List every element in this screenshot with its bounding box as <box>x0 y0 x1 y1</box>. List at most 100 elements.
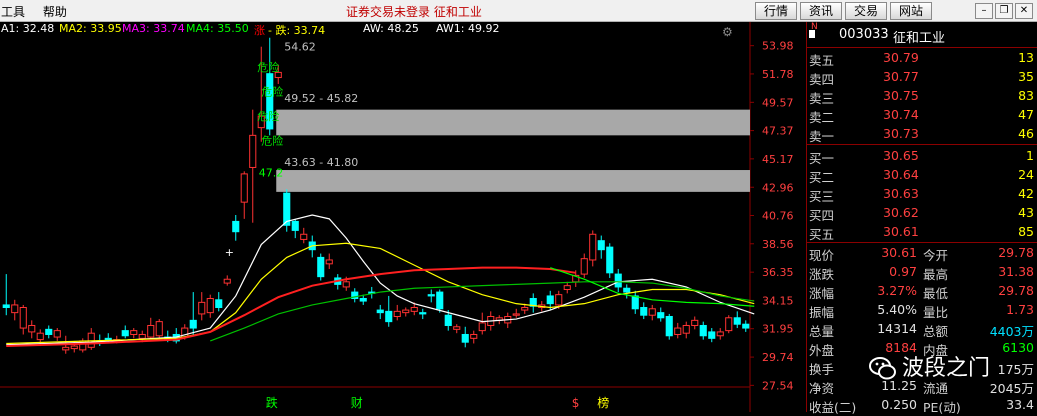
indicator-aw: AW: 48.25 <box>363 22 419 35</box>
y-tick-label: 29.74 <box>762 351 794 364</box>
stock-name: 征和工业 <box>893 31 946 46</box>
indicator-fall: - 跌: 33.74 <box>268 24 326 37</box>
quote-row: 卖四 30.77 35 <box>807 69 1037 88</box>
stat-value: 0.250 <box>881 397 917 412</box>
candle-body <box>19 307 27 329</box>
candle-body <box>555 294 563 306</box>
candle-body <box>682 324 690 334</box>
event-marker: 榜 <box>597 395 609 410</box>
sell-price: 30.73 <box>883 126 919 141</box>
candle-body <box>266 73 274 130</box>
candle-body <box>708 331 716 339</box>
indicator-ma3: MA3: 33.74 <box>122 22 185 35</box>
candle-body <box>291 220 299 231</box>
menu-help[interactable]: 帮助 <box>42 5 67 19</box>
price-annotation: + <box>225 246 234 259</box>
quote-row: 换手 175万 <box>807 359 1037 378</box>
indicator-a1: A1: 32.48 <box>1 22 55 35</box>
buy-level-label: 买三 <box>809 189 835 204</box>
moving-average-line <box>210 281 755 342</box>
candle-body <box>283 192 291 226</box>
candle-body <box>402 309 410 314</box>
buy-level-label: 买四 <box>809 208 835 223</box>
stat-value: 0.97 <box>889 264 917 279</box>
candle-body <box>385 310 393 323</box>
stat-value: 4403万 <box>989 324 1034 339</box>
candle-body <box>70 345 78 350</box>
stat-label: 现价 <box>809 248 835 263</box>
candle-body <box>419 312 427 315</box>
close-icon[interactable]: ✕ <box>1015 3 1033 19</box>
stat-label: 净资 <box>809 381 835 396</box>
buy-level-label: 买一 <box>809 151 835 166</box>
sell-level-label: 卖五 <box>809 53 835 68</box>
candle-body <box>614 273 622 288</box>
stat-label: PE(动) <box>923 400 961 415</box>
candle-body <box>606 246 614 274</box>
minimize-icon[interactable]: – <box>975 3 993 19</box>
stat-label: 振幅 <box>809 305 835 320</box>
divider <box>807 242 1037 243</box>
candle-body <box>317 256 325 278</box>
quote-row: 卖三 30.75 83 <box>807 88 1037 107</box>
y-tick-label: 42.96 <box>762 181 794 194</box>
candle-body <box>691 319 699 326</box>
restore-icon[interactable]: ❐ <box>995 3 1013 19</box>
indicator-aw1: AW1: 49.92 <box>436 22 500 35</box>
stat-label: 换手 <box>809 362 835 377</box>
buy-volume: 43 <box>1018 205 1034 220</box>
quote-row: 卖五 30.79 13 <box>807 50 1037 69</box>
indicator-ma2: MA2: 33.95 <box>59 22 122 35</box>
news-button[interactable]: 资讯 <box>800 2 842 20</box>
kline-chart[interactable]: 53.98 51.78 49.57 47.37 45.17 42.96 40.76 38.56… <box>0 22 806 412</box>
quote-row: 买五 30.61 85 <box>807 224 1037 243</box>
buy-volume: 85 <box>1018 224 1034 239</box>
candle-body <box>2 304 10 308</box>
price-annotation: 47.2 <box>259 166 284 179</box>
new-stock-badge: N <box>811 22 818 32</box>
stat-label: 最高 <box>923 267 949 282</box>
moving-average-line <box>6 242 755 345</box>
stat-label: 总额 <box>923 324 949 339</box>
indicator-ma4: MA4: 35.50 <box>186 22 249 35</box>
candle-body <box>657 312 665 319</box>
price-annotation: 54.62 <box>284 41 316 54</box>
settings-icon: ⚙ <box>722 25 733 39</box>
candle-body <box>674 327 682 335</box>
candle-body <box>376 309 384 314</box>
divider <box>807 47 1037 48</box>
quote-row: 现价 30.61 今开 29.78 <box>807 245 1037 264</box>
candle-body <box>665 315 673 337</box>
candle-body <box>699 324 707 337</box>
stat-value: 30.61 <box>881 245 917 260</box>
menu-tools[interactable]: 工具 <box>1 5 26 19</box>
buy-price: 30.64 <box>883 167 919 182</box>
quotes-button[interactable]: 行情 <box>755 2 797 20</box>
candle-body <box>733 317 741 325</box>
sell-volume: 35 <box>1018 69 1034 84</box>
wechat-icon <box>869 357 896 380</box>
candle-body <box>53 330 61 338</box>
candle-body <box>274 71 282 79</box>
signal-tag: 危险 <box>257 109 279 123</box>
y-tick-label: 34.15 <box>762 294 794 307</box>
stat-label: 收益(二) <box>809 400 857 415</box>
stat-value: 31.38 <box>998 264 1034 279</box>
candle-body <box>742 323 750 329</box>
stat-label: 总量 <box>809 324 835 339</box>
candle-body <box>529 298 537 307</box>
website-button[interactable]: 网站 <box>890 2 932 20</box>
stat-label: 涨幅 <box>809 286 835 301</box>
candle-body <box>716 331 724 337</box>
trade-button[interactable]: 交易 <box>845 2 887 20</box>
buy-price: 30.63 <box>883 186 919 201</box>
stat-value: 3.27% <box>877 283 917 298</box>
stat-value: 6130 <box>1002 340 1034 355</box>
stat-label: 今开 <box>923 248 949 263</box>
quote-row: 买一 30.65 1 <box>807 148 1037 167</box>
menu-bar: 工具 帮助 <box>1 3 81 20</box>
candle-body <box>147 324 155 338</box>
candle-body <box>521 307 529 311</box>
sell-price: 30.77 <box>883 69 919 84</box>
stock-square-icon <box>809 30 815 38</box>
